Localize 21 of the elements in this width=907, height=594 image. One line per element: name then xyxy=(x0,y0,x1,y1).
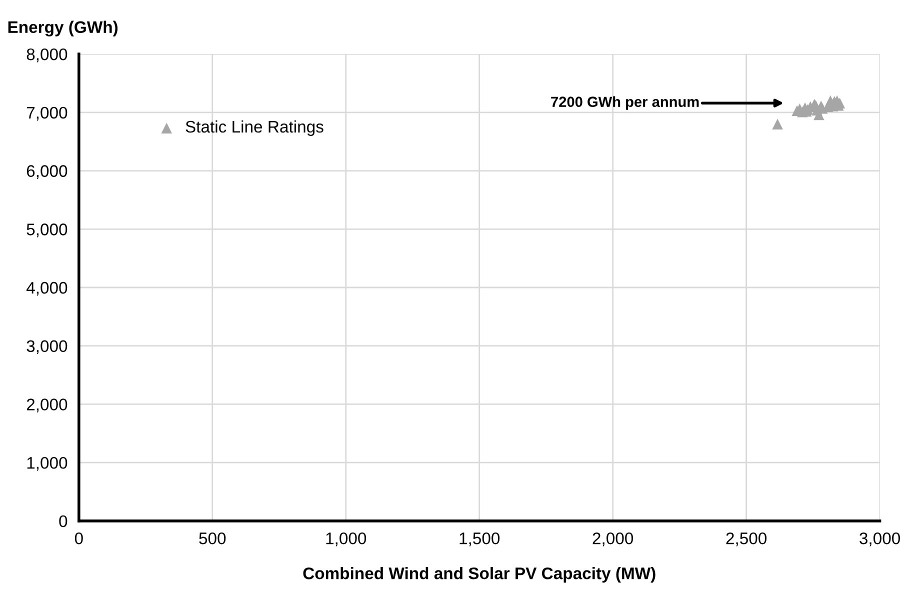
y-tick-label: 2,000 xyxy=(26,398,68,412)
y-tick-label: 3,000 xyxy=(26,340,68,354)
x-tick-label: 1,000 xyxy=(326,532,366,546)
y-tick-label: 7,000 xyxy=(26,106,68,121)
x-tick-label: 2,000 xyxy=(592,532,634,546)
x-tick-label: 0 xyxy=(74,532,83,544)
x-tick-label: 2,500 xyxy=(726,532,767,546)
x-tick-label: 1,500 xyxy=(460,532,500,546)
x-tick-label: 3,000 xyxy=(860,532,900,546)
y-axis-title: Energy (GWh) xyxy=(8,20,118,36)
annotation: 7200 GWh per annum xyxy=(551,96,699,110)
y-tick-label: 6,000 xyxy=(26,165,68,179)
point xyxy=(772,118,783,130)
y-tick-label: 8,000 xyxy=(26,48,68,62)
x-tick-label: 500 xyxy=(199,532,226,544)
x-axis-title: Combined Wind and Solar PV Capacity (MW) xyxy=(303,567,656,583)
y-tick-label: 0 xyxy=(59,515,68,528)
y-tick-label: 1,000 xyxy=(27,456,68,471)
legend-label: Static Line Ratings xyxy=(186,120,324,136)
y-tick-label: 4,000 xyxy=(26,282,68,296)
y-tick-label: 5,000 xyxy=(26,224,68,238)
